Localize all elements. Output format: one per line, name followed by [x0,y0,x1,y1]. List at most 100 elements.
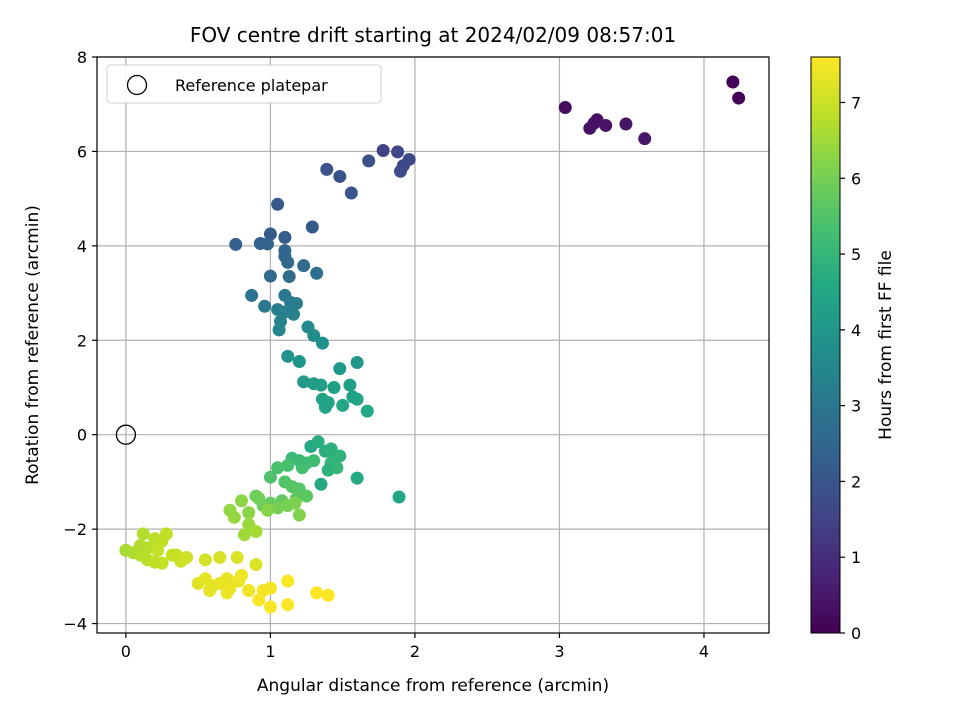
colorbar-tick-label: 0 [851,624,861,643]
data-point [732,91,746,105]
data-point [272,323,286,337]
x-tick-label: 2 [410,642,420,661]
data-point [314,378,328,392]
data-point [376,143,390,157]
data-point [141,541,155,555]
data-point [151,543,165,557]
data-point [362,154,376,168]
data-point [307,454,321,468]
y-tick-label: −2 [63,520,87,539]
x-tick-label: 1 [265,642,275,661]
data-point [599,118,613,132]
data-point [321,463,335,477]
data-point [165,548,179,562]
data-point [289,296,303,310]
data-point [297,259,311,273]
colorbar-tick-label: 2 [851,472,861,491]
data-point [220,586,234,600]
colorbar [810,56,841,634]
data-point [203,584,217,598]
data-point [263,227,277,241]
data-point [180,550,194,564]
data-point [336,398,350,412]
data-point [343,378,357,392]
data-point [281,574,295,588]
data-point [307,329,321,343]
data-point [271,197,285,211]
data-point [321,588,335,602]
y-tick-label: 0 [77,426,87,445]
data-point [292,355,306,369]
data-point [726,75,740,89]
data-point [287,307,301,321]
data-point [213,550,227,564]
legend-entry-reference: Reference platepar [175,76,328,95]
x-tick-label: 0 [121,642,131,661]
chart-title: FOV centre drift starting at 2024/02/09 … [190,23,676,47]
colorbar-ticks: 0 1 2 3 4 5 6 7 [840,93,861,643]
data-point [235,494,249,508]
data-point [318,400,332,414]
x-tick-label: 3 [554,642,564,661]
data-point [249,558,263,572]
data-point [392,490,406,504]
y-tick-label: −4 [63,615,87,634]
data-point [327,380,341,394]
data-point [350,355,364,369]
data-point [333,169,347,183]
data-point [292,508,306,522]
data-point [249,524,263,538]
data-point [227,510,241,524]
data-point [350,392,364,406]
data-point [558,101,572,115]
colorbar-tick-label: 4 [851,321,861,340]
data-point [136,527,150,541]
data-point [297,375,311,389]
data-point [391,145,405,159]
data-point [230,550,244,564]
legend-marker [126,74,148,96]
legend-box [106,64,382,104]
colorbar-title: Hours from first FF file [876,250,896,440]
data-point [310,266,324,280]
data-point [235,568,249,582]
data-point [258,299,272,313]
colorbar-tick-label: 5 [851,245,861,264]
data-point [261,237,275,251]
data-point [310,586,324,600]
data-point [281,255,295,269]
data-point [242,506,256,520]
data-point [159,527,173,541]
data-point [281,349,295,363]
data-point [295,461,309,475]
data-point [245,288,259,302]
colorbar-tick-label: 7 [851,93,861,112]
legend: Reference platepar [106,64,382,104]
y-tick-label: 8 [77,48,87,67]
data-point [261,503,275,517]
data-point [252,593,266,607]
data-point [281,598,295,612]
colorbar-tick-label: 3 [851,397,861,416]
x-axis-title: Angular distance from reference (arcmin) [257,676,609,696]
data-point [282,270,296,284]
x-axis-ticks: 0 1 2 3 4 [121,633,709,661]
x-tick-label: 4 [699,642,709,661]
y-tick-label: 4 [77,237,87,256]
data-point [242,584,256,598]
data-point [587,116,601,130]
data-point [344,186,358,200]
data-point [281,458,295,472]
data-point [360,404,374,418]
data-point [263,581,277,595]
data-point [350,471,364,485]
data-point [333,362,347,376]
data-point [300,489,314,503]
data-point [263,600,277,614]
data-point [155,556,169,570]
data-point [271,461,285,475]
data-point [237,528,251,542]
data-point [198,553,212,567]
data-point [333,449,347,463]
